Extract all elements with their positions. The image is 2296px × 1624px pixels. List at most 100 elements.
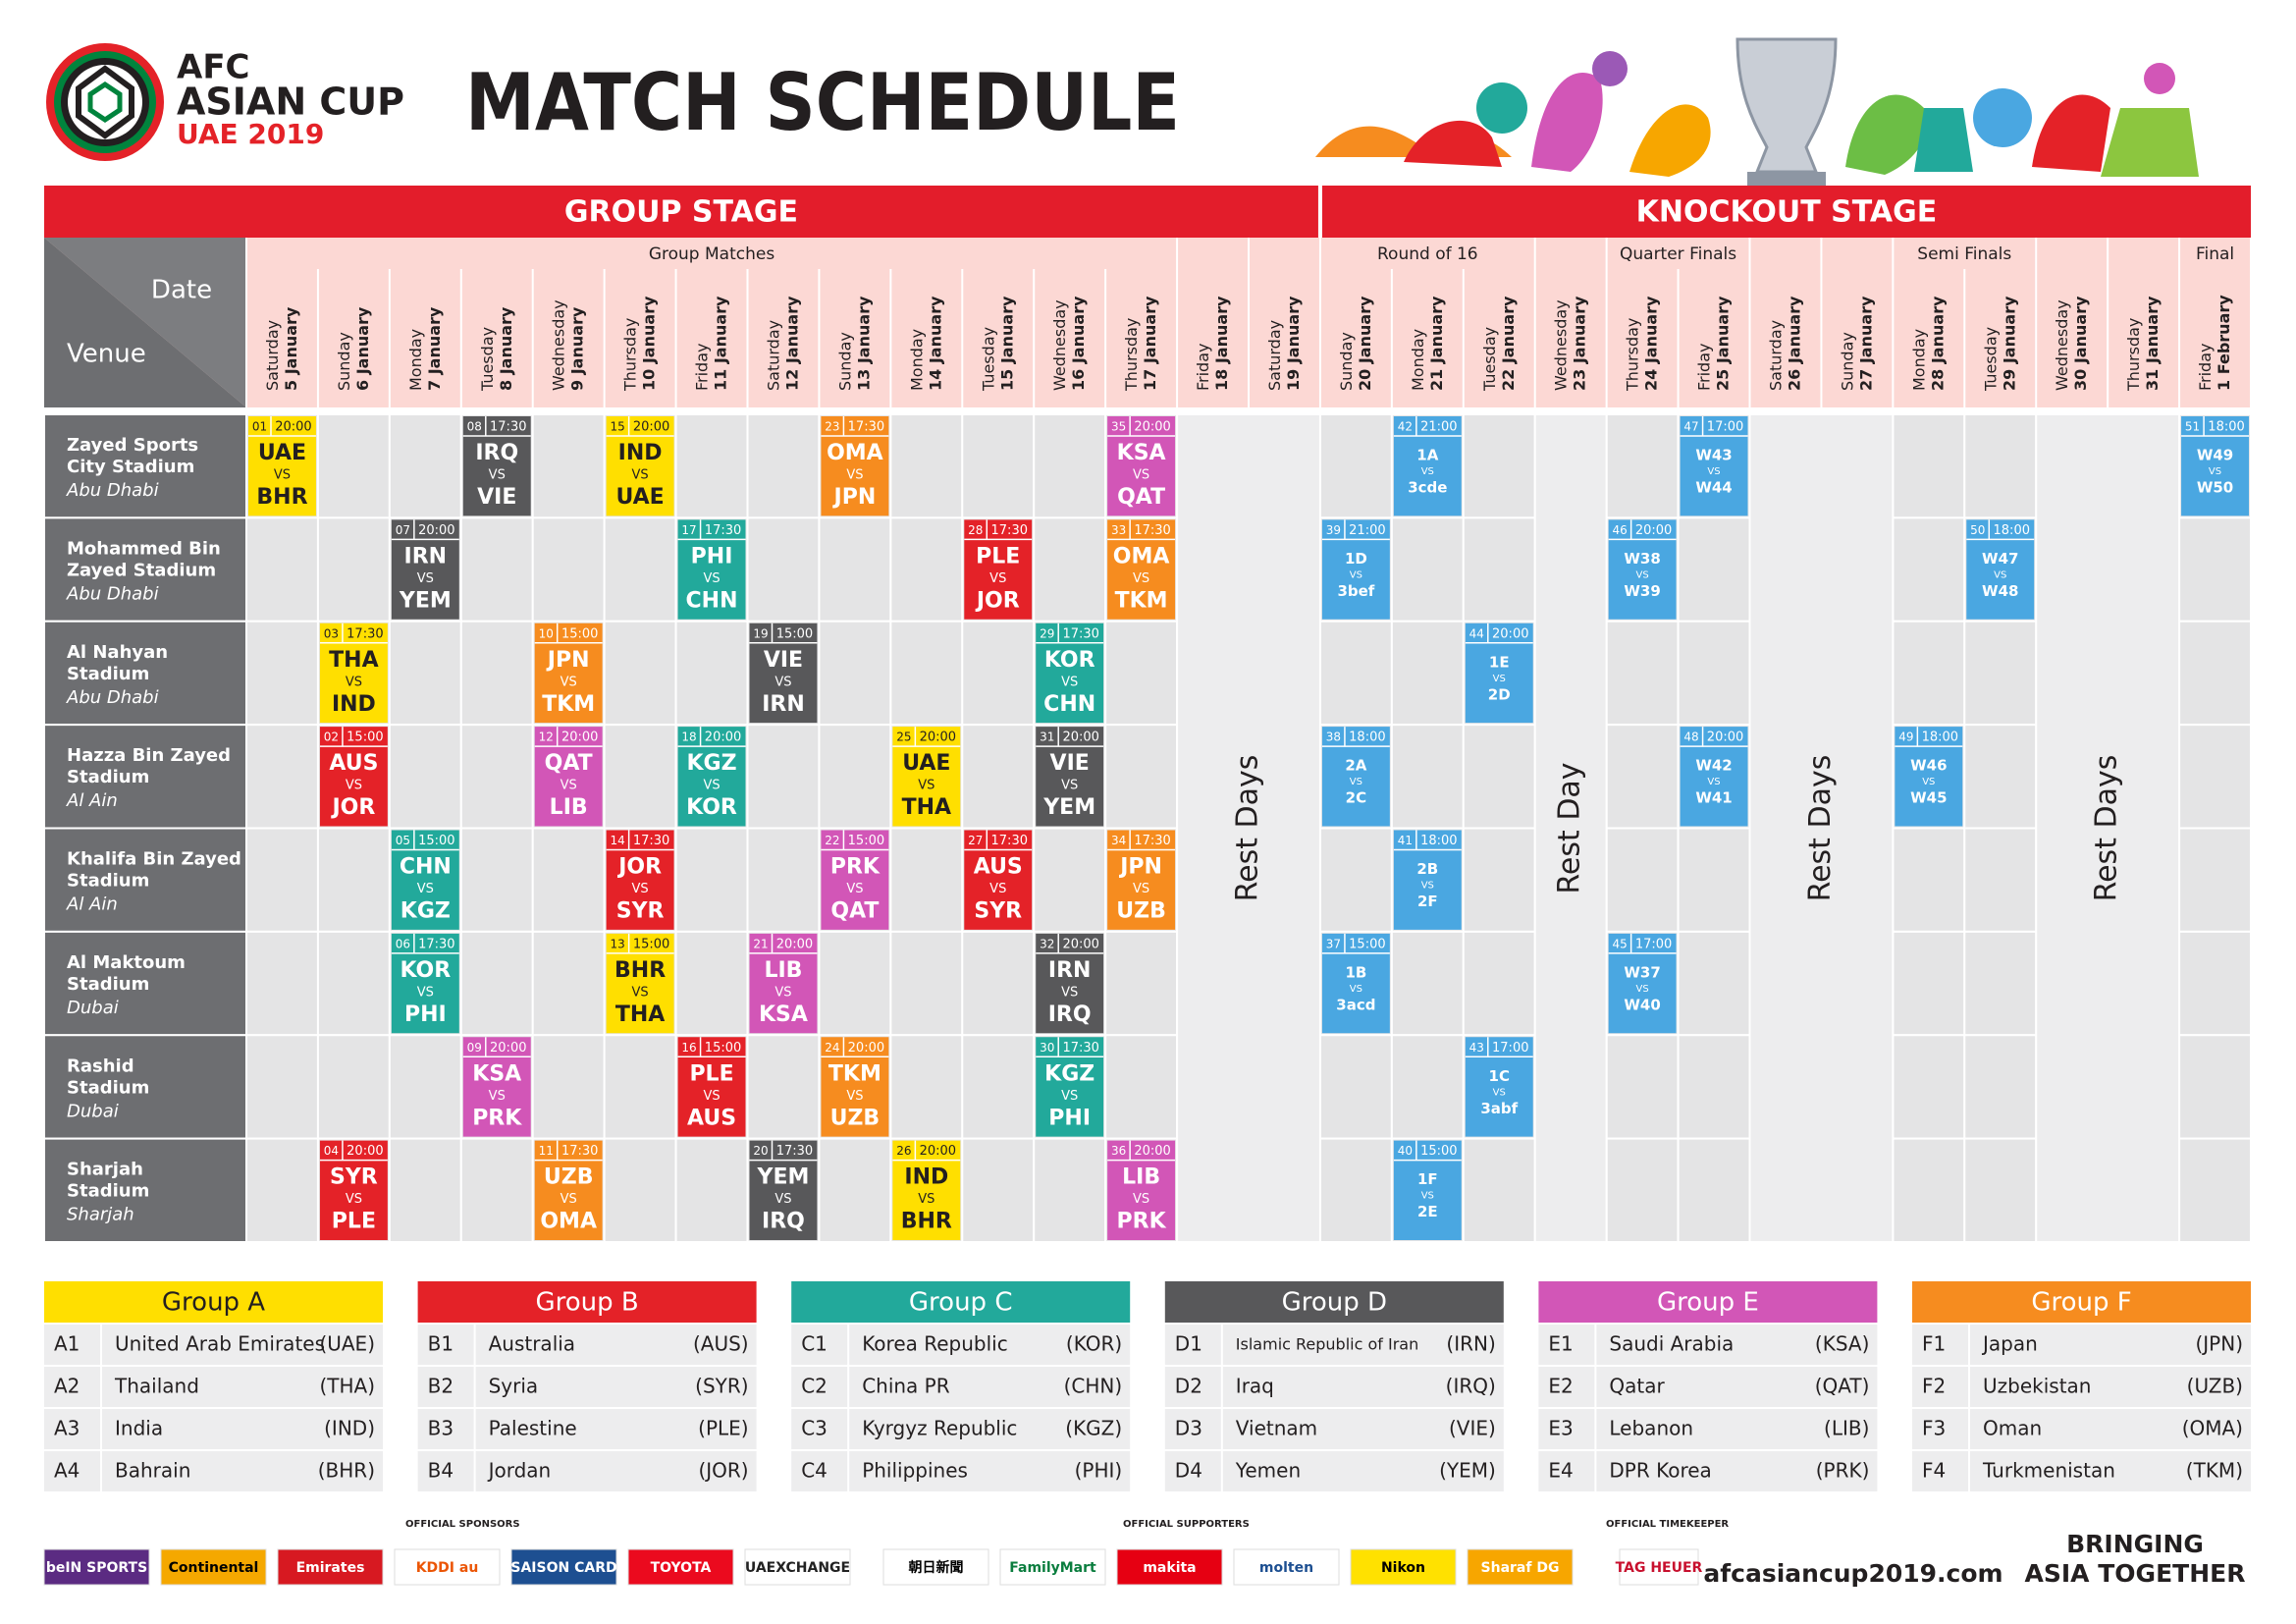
- match-cell: 43 17:00 1C VS 3abf: [1465, 1037, 1533, 1137]
- website: afcasiancup2019.com: [1703, 1559, 2002, 1588]
- empty-cell: [1892, 516, 1966, 623]
- match-box: [1393, 1140, 1462, 1240]
- empty-cell: [889, 620, 964, 727]
- home-team: JPN: [1118, 855, 1162, 880]
- sponsor-logo: [43, 1548, 150, 1586]
- team-name: Bahrain: [115, 1459, 190, 1483]
- team-name: Qatar: [1609, 1375, 1665, 1398]
- venue-name: Mohammed Bin: [67, 538, 221, 559]
- home-team: 2A: [1345, 757, 1366, 775]
- round-title: Final: [2196, 244, 2234, 264]
- vs-label: VS: [774, 985, 791, 1000]
- weekday-label: Saturday: [263, 320, 282, 391]
- venue-city: Abu Dhabi: [66, 583, 159, 604]
- empty-cell: [2178, 1137, 2253, 1243]
- empty-cell: [1677, 620, 1751, 727]
- match-box: [1895, 727, 1963, 827]
- vs-label: VS: [1061, 779, 1078, 793]
- empty-cell: [388, 1137, 462, 1243]
- date-label: 15 January: [997, 296, 1016, 391]
- match-number: 40: [1398, 1144, 1413, 1158]
- match-box: [1966, 519, 2035, 620]
- team-slot: A3: [54, 1417, 80, 1440]
- match-time: 15:00: [705, 1041, 741, 1056]
- empty-cell: [245, 1137, 319, 1243]
- vs-label: VS: [1636, 984, 1649, 995]
- empty-cell: [1605, 724, 1680, 830]
- match-time: 17:00: [1492, 1041, 1528, 1056]
- vs-label: VS: [632, 468, 649, 483]
- venue-name: Stadium: [67, 871, 149, 892]
- match-box: [462, 1037, 531, 1137]
- date-label: 29 January: [2000, 296, 2018, 391]
- away-team: 3acd: [1336, 996, 1375, 1013]
- empty-cell: [603, 620, 677, 727]
- banner-shape: [2101, 108, 2199, 177]
- match-number: 37: [1326, 937, 1341, 950]
- weekday-label: Thursday: [2124, 318, 2143, 392]
- away-team: THA: [615, 1002, 665, 1027]
- team-code: (PLE): [698, 1417, 748, 1440]
- home-team: QAT: [545, 751, 593, 776]
- venue-cell: [43, 1034, 247, 1140]
- team-name: DPR Korea: [1609, 1459, 1711, 1483]
- rest-label: Rest Days: [1231, 755, 1265, 902]
- away-team: PLE: [332, 1210, 376, 1234]
- away-team: 3cde: [1408, 479, 1447, 497]
- stage-title: KNOCKOUT STAGE: [1636, 195, 1938, 230]
- empty-cell: [818, 930, 892, 1037]
- home-team: W49: [2197, 447, 2233, 464]
- date-label: 5 January: [282, 306, 300, 391]
- match-time: 18:00: [1420, 834, 1457, 848]
- stage-bar: [1321, 186, 2251, 238]
- away-team: W41: [1695, 789, 1732, 807]
- vs-label: VS: [703, 571, 720, 586]
- empty-cell: [459, 724, 534, 830]
- match-number: 02: [324, 731, 339, 744]
- match-number: 18: [681, 731, 696, 744]
- empty-cell: [746, 827, 821, 933]
- rest-column: [1533, 413, 1608, 1243]
- sponsor-name: FamilyMart: [1009, 1560, 1096, 1576]
- team-code: (UZB): [2187, 1375, 2243, 1398]
- match-cell: 32 20:00 IRN VS IRQ: [1036, 933, 1104, 1034]
- slogan: ASIA TOGETHER: [2025, 1559, 2246, 1588]
- weekday-label: Monday: [907, 329, 926, 391]
- stage-title: GROUP STAGE: [564, 195, 798, 230]
- match-box: [1107, 1140, 1176, 1240]
- home-team: W42: [1695, 757, 1732, 775]
- home-team: W47: [1982, 550, 2018, 568]
- match-box: [1608, 933, 1677, 1034]
- venue-name: City Stadium: [67, 457, 194, 477]
- match-number: 09: [467, 1041, 482, 1055]
- empty-cell: [818, 620, 892, 727]
- match-time: 20:00: [633, 420, 669, 435]
- empty-cell: [316, 516, 391, 623]
- match-number: 23: [825, 420, 839, 434]
- empty-cell: [1605, 1137, 1680, 1243]
- logo-pattern: [87, 81, 123, 124]
- match-cell: 42 21:00 1A VS 3cde: [1393, 416, 1462, 516]
- group-header: [417, 1281, 757, 1323]
- team-code: (LIB): [1824, 1417, 1869, 1440]
- match-box: [1465, 1037, 1533, 1137]
- home-team: UZB: [544, 1165, 594, 1190]
- empty-cell: [1462, 930, 1536, 1037]
- match-number: 30: [1040, 1041, 1054, 1055]
- team-slot: C4: [801, 1459, 828, 1483]
- team-slot: D4: [1175, 1459, 1202, 1483]
- home-team: JPN: [546, 648, 590, 673]
- home-team: THA: [329, 648, 378, 673]
- match-time: 15:00: [633, 937, 669, 951]
- home-team: 2B: [1416, 860, 1438, 878]
- away-team: KGZ: [400, 899, 451, 924]
- empty-cell: [1462, 827, 1536, 933]
- date-label: 11 January: [712, 296, 730, 391]
- venue-city: Abu Dhabi: [66, 480, 159, 501]
- empty-cell: [1462, 724, 1536, 830]
- home-team: TKM: [828, 1061, 881, 1086]
